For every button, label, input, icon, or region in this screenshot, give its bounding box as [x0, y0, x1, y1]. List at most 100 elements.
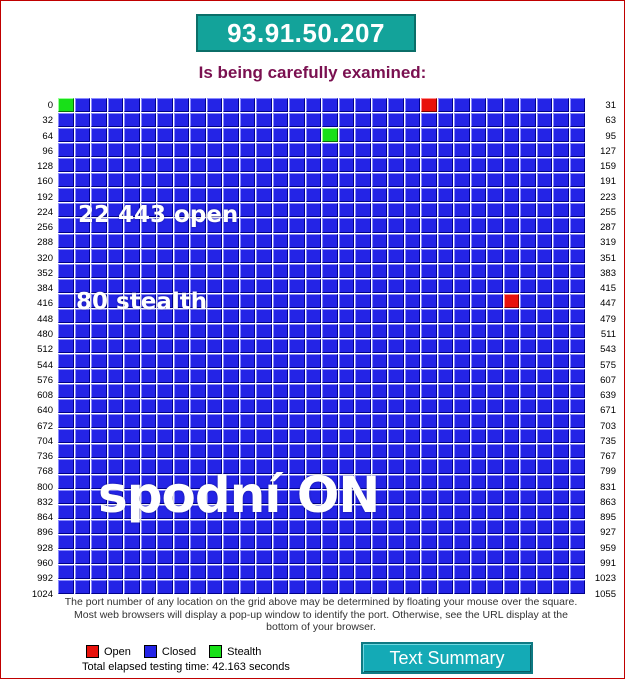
port-cell-closed[interactable] [536, 173, 552, 188]
port-cell-closed[interactable] [140, 429, 156, 444]
port-cell-closed[interactable] [305, 369, 321, 384]
port-cell-closed[interactable] [173, 504, 189, 519]
port-cell-closed[interactable] [124, 459, 140, 474]
port-cell-closed[interactable] [74, 338, 90, 354]
port-cell-closed[interactable] [157, 233, 173, 248]
port-cell-closed[interactable] [289, 384, 305, 399]
port-cell-closed[interactable] [272, 564, 288, 579]
port-cell-closed[interactable] [388, 233, 404, 248]
port-cell-closed[interactable] [338, 143, 354, 158]
port-cell-closed[interactable] [437, 354, 453, 369]
port-cell-closed[interactable] [91, 158, 107, 173]
port-cell-closed[interactable] [272, 504, 288, 519]
port-cell-closed[interactable] [289, 218, 305, 233]
port-cell-closed[interactable] [206, 338, 222, 354]
port-cell-closed[interactable] [569, 158, 585, 173]
port-cell-closed[interactable] [206, 293, 222, 308]
port-cell-closed[interactable] [553, 474, 569, 489]
port-cell-closed[interactable] [173, 564, 189, 579]
port-cell-closed[interactable] [520, 579, 536, 594]
port-cell-closed[interactable] [206, 549, 222, 564]
port-cell-closed[interactable] [520, 444, 536, 459]
port-cell-closed[interactable] [569, 113, 585, 128]
port-cell-closed[interactable] [322, 278, 338, 293]
port-cell-closed[interactable] [421, 459, 437, 474]
port-cell-closed[interactable] [124, 188, 140, 203]
port-cell-closed[interactable] [173, 354, 189, 369]
port-cell-closed[interactable] [503, 338, 519, 354]
port-cell-closed[interactable] [454, 549, 470, 564]
port-cell-closed[interactable] [206, 248, 222, 263]
port-cell-closed[interactable] [289, 143, 305, 158]
port-cell-closed[interactable] [503, 489, 519, 504]
port-cell-closed[interactable] [421, 323, 437, 338]
port-cell-closed[interactable] [272, 429, 288, 444]
port-cell-closed[interactable] [239, 444, 255, 459]
port-cell-closed[interactable] [454, 414, 470, 429]
port-cell-closed[interactable] [256, 579, 272, 594]
port-cell-closed[interactable] [140, 263, 156, 278]
port-cell-closed[interactable] [404, 414, 420, 429]
port-cell-closed[interactable] [140, 519, 156, 534]
port-cell-closed[interactable] [223, 173, 239, 188]
port-cell-closed[interactable] [322, 293, 338, 308]
port-cell-closed[interactable] [388, 113, 404, 128]
port-cell-closed[interactable] [322, 338, 338, 354]
port-cell-closed[interactable] [157, 338, 173, 354]
port-cell-closed[interactable] [569, 203, 585, 218]
port-cell-closed[interactable] [569, 489, 585, 504]
port-cell-closed[interactable] [338, 248, 354, 263]
port-cell-closed[interactable] [157, 143, 173, 158]
port-cell-closed[interactable] [107, 519, 123, 534]
port-cell-closed[interactable] [223, 113, 239, 128]
port-cell-closed[interactable] [520, 338, 536, 354]
port-cell-closed[interactable] [503, 414, 519, 429]
port-cell-closed[interactable] [74, 248, 90, 263]
port-cell-closed[interactable] [272, 248, 288, 263]
port-cell-closed[interactable] [338, 414, 354, 429]
port-cell-closed[interactable] [173, 534, 189, 549]
port-cell-closed[interactable] [140, 474, 156, 489]
port-cell-closed[interactable] [107, 158, 123, 173]
port-cell-closed[interactable] [536, 188, 552, 203]
port-cell-closed[interactable] [190, 399, 206, 414]
port-cell-closed[interactable] [437, 444, 453, 459]
port-cell-closed[interactable] [355, 459, 371, 474]
port-cell-closed[interactable] [454, 98, 470, 113]
port-cell-closed[interactable] [421, 384, 437, 399]
port-cell-closed[interactable] [223, 128, 239, 143]
port-cell-closed[interactable] [239, 128, 255, 143]
port-cell-closed[interactable] [91, 308, 107, 323]
port-cell-closed[interactable] [305, 354, 321, 369]
port-cell-closed[interactable] [140, 143, 156, 158]
port-cell-closed[interactable] [553, 98, 569, 113]
port-cell-closed[interactable] [289, 429, 305, 444]
port-cell-closed[interactable] [487, 399, 503, 414]
port-cell-closed[interactable] [569, 248, 585, 263]
port-cell-closed[interactable] [437, 98, 453, 113]
port-cell-closed[interactable] [305, 429, 321, 444]
port-cell-closed[interactable] [355, 323, 371, 338]
port-cell-closed[interactable] [107, 429, 123, 444]
port-cell-closed[interactable] [58, 218, 74, 233]
port-cell-closed[interactable] [404, 459, 420, 474]
port-cell-closed[interactable] [206, 474, 222, 489]
port-cell-closed[interactable] [322, 354, 338, 369]
port-cell-closed[interactable] [487, 444, 503, 459]
port-cell-closed[interactable] [256, 188, 272, 203]
port-cell-closed[interactable] [503, 158, 519, 173]
port-cell-closed[interactable] [536, 534, 552, 549]
port-cell-closed[interactable] [470, 429, 486, 444]
port-cell-closed[interactable] [305, 338, 321, 354]
port-cell-closed[interactable] [173, 323, 189, 338]
port-cell-closed[interactable] [470, 399, 486, 414]
port-cell-closed[interactable] [536, 233, 552, 248]
port-cell-closed[interactable] [74, 489, 90, 504]
port-cell-closed[interactable] [58, 369, 74, 384]
port-cell-closed[interactable] [223, 188, 239, 203]
port-cell-closed[interactable] [355, 143, 371, 158]
port-cell-closed[interactable] [173, 203, 189, 218]
port-cell-closed[interactable] [470, 113, 486, 128]
port-cell-closed[interactable] [322, 564, 338, 579]
port-cell-closed[interactable] [355, 188, 371, 203]
